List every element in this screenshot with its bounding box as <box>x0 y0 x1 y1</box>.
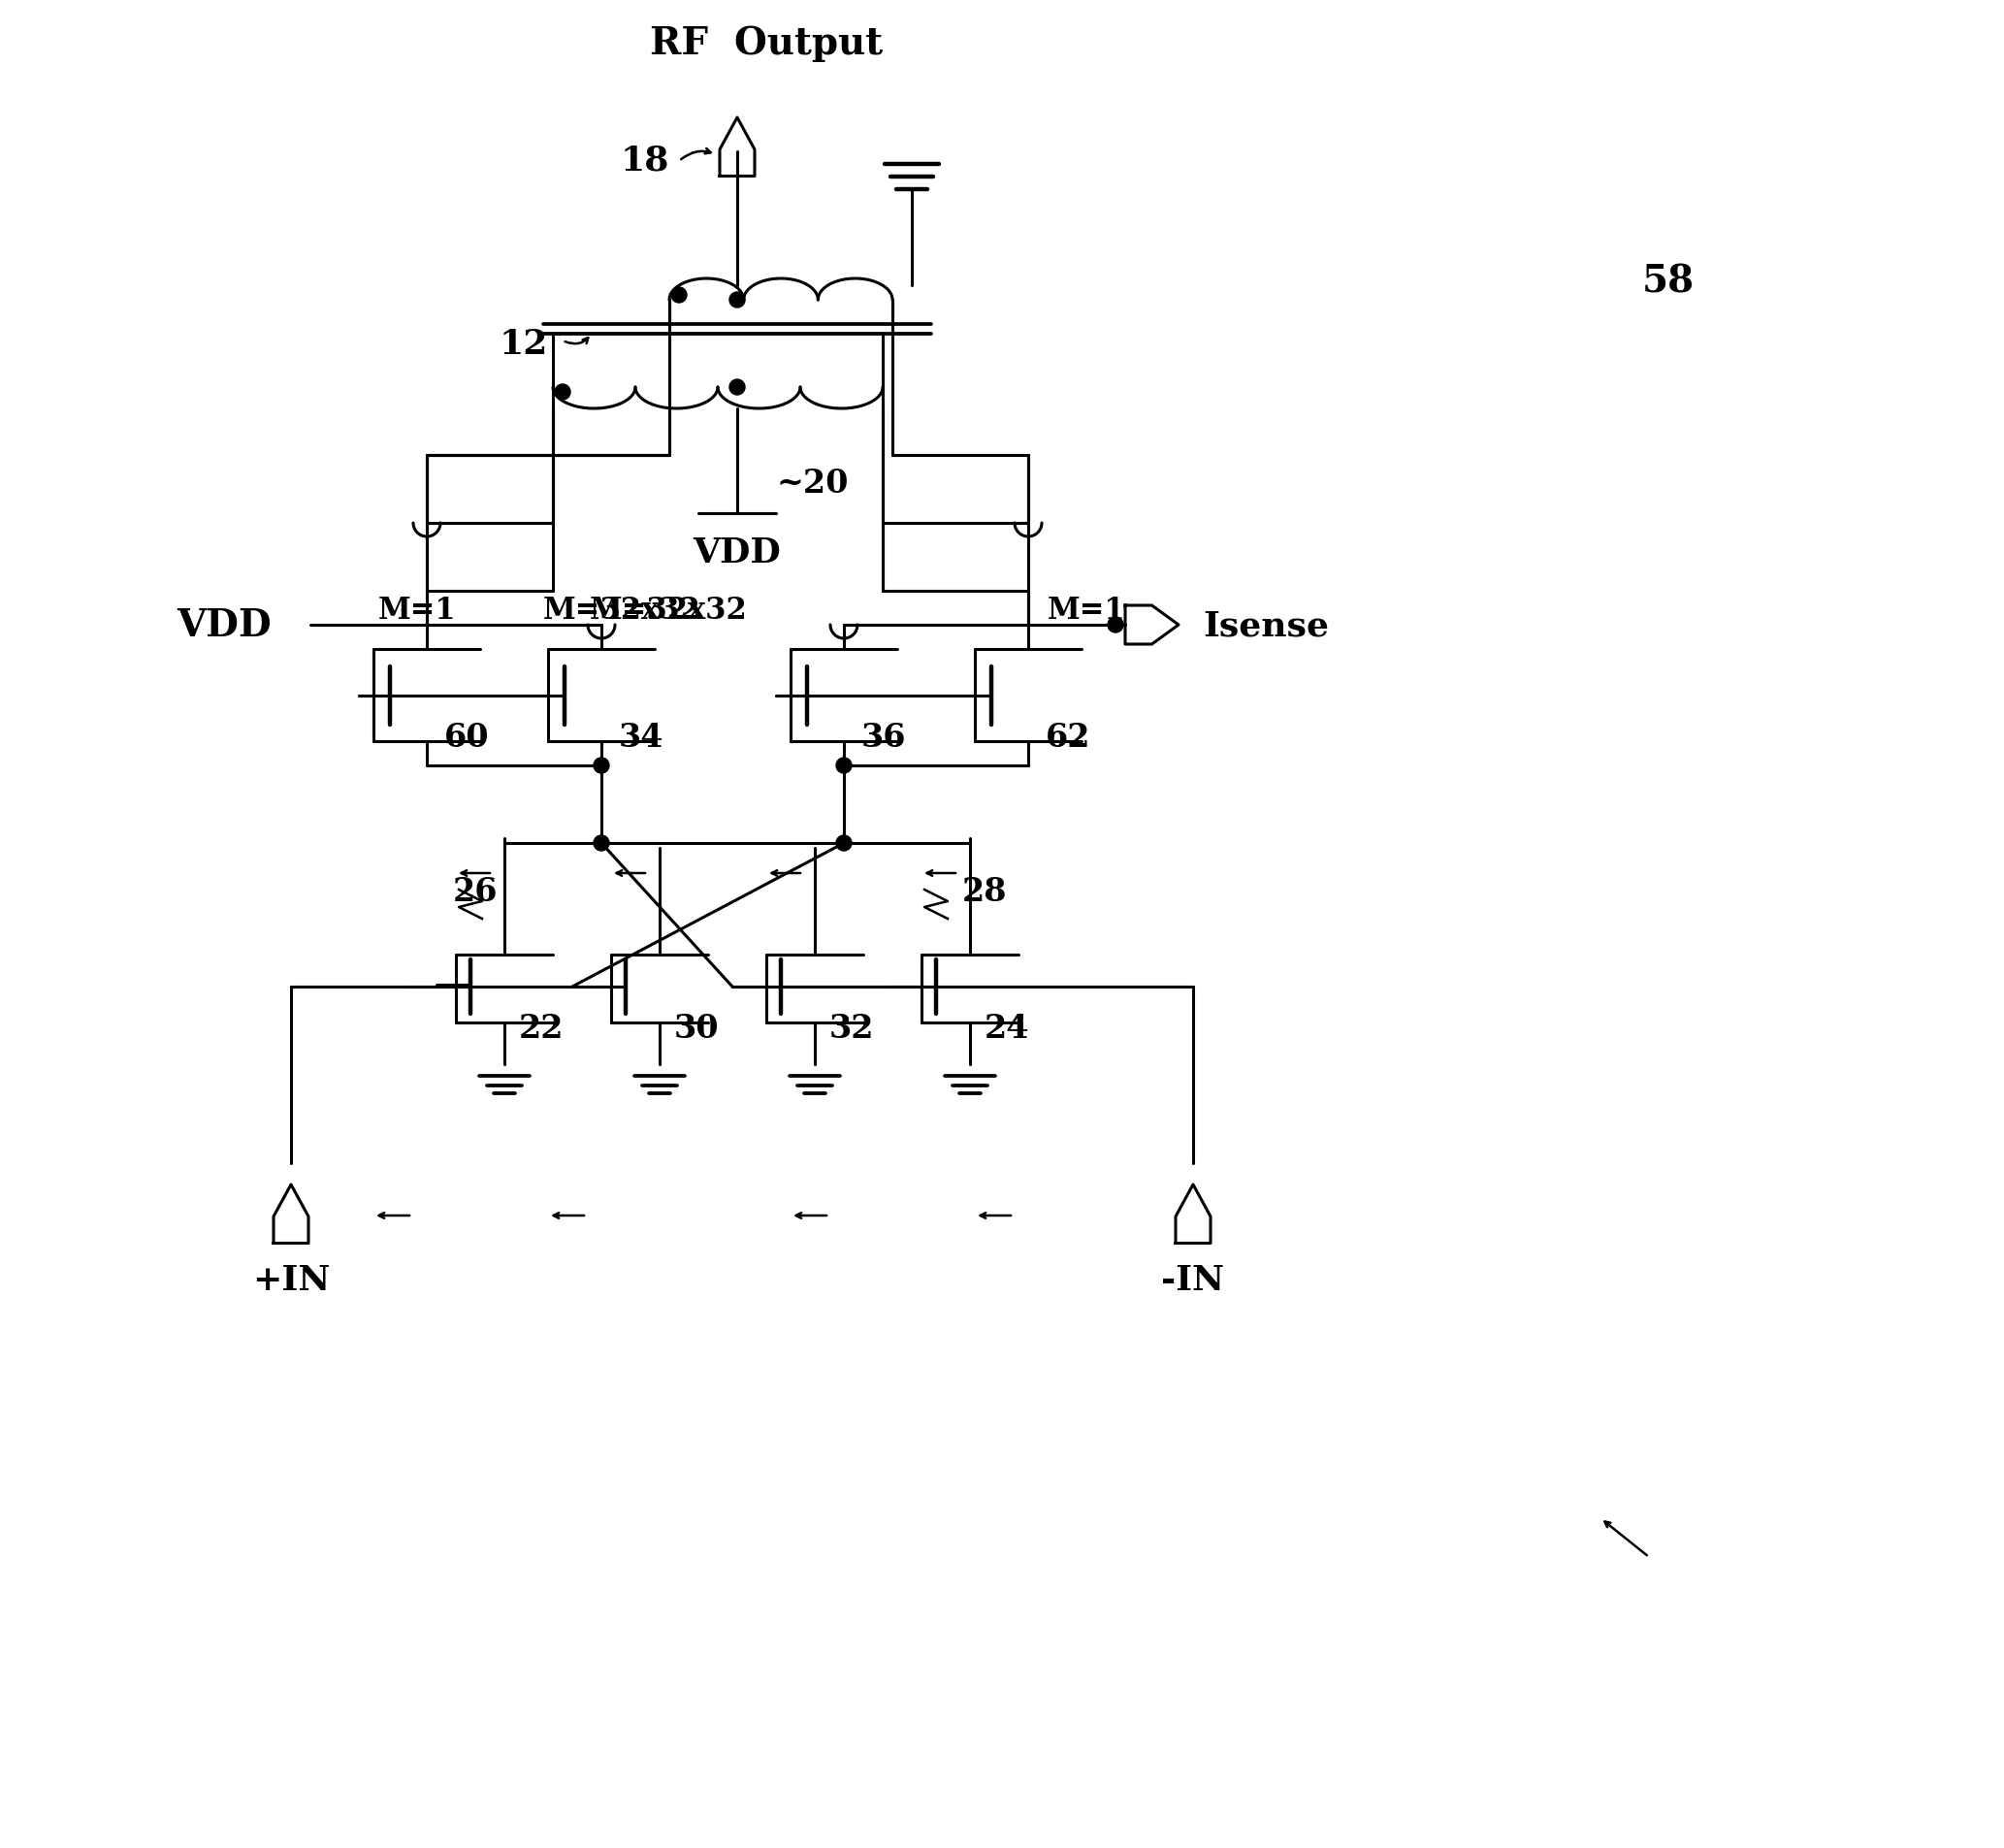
Circle shape <box>555 384 571 401</box>
Text: 12: 12 <box>499 327 547 360</box>
Circle shape <box>729 292 745 309</box>
Text: 34: 34 <box>619 721 663 752</box>
Text: VDD: VDD <box>693 536 782 569</box>
Text: 36: 36 <box>862 721 906 752</box>
Circle shape <box>836 758 852 774</box>
Circle shape <box>836 835 852 852</box>
Text: ~20: ~20 <box>776 468 848 499</box>
Text: M=1: M=1 <box>1048 595 1126 626</box>
Circle shape <box>593 835 609 852</box>
Text: M=32x32: M=32x32 <box>589 595 747 626</box>
Text: RF  Output: RF Output <box>649 26 882 63</box>
Text: 28: 28 <box>962 876 1008 907</box>
Text: 22: 22 <box>519 1011 563 1044</box>
Text: 24: 24 <box>984 1011 1030 1044</box>
Text: Isense: Isense <box>1202 608 1329 641</box>
Circle shape <box>593 758 609 774</box>
Text: M=32x32: M=32x32 <box>543 595 701 626</box>
Text: 30: 30 <box>673 1011 719 1044</box>
Circle shape <box>729 381 745 395</box>
Circle shape <box>1108 617 1124 634</box>
Text: 32: 32 <box>830 1011 874 1044</box>
Text: -IN: -IN <box>1162 1264 1224 1295</box>
Text: 58: 58 <box>1641 262 1695 299</box>
Text: 26: 26 <box>453 876 497 907</box>
Text: 62: 62 <box>1046 721 1090 752</box>
Text: +IN: +IN <box>253 1264 331 1295</box>
Text: 60: 60 <box>445 721 489 752</box>
Text: M=1: M=1 <box>379 595 457 626</box>
Text: 18: 18 <box>621 144 669 176</box>
Text: VDD: VDD <box>176 606 273 643</box>
Circle shape <box>671 288 687 303</box>
